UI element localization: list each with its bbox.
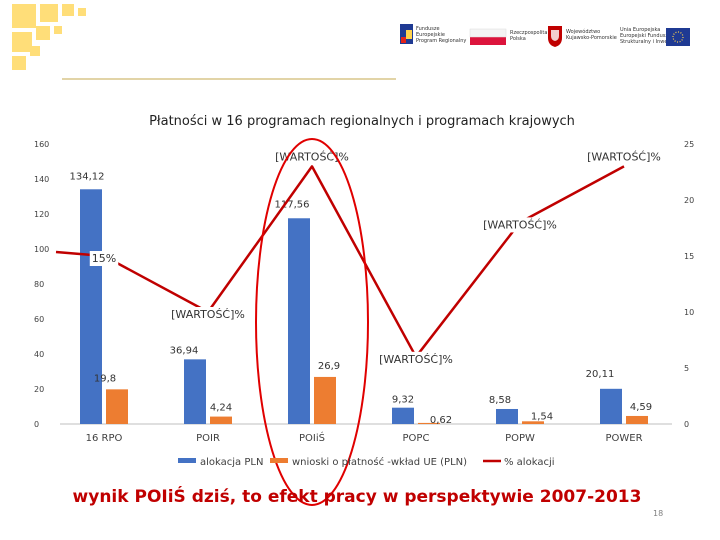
left-tick-label: 100 (34, 245, 49, 254)
logo-band: Fundusze Europejskie Program Regionalny … (12, 4, 690, 80)
legend-swatch-alokacja (178, 458, 196, 463)
poiis-highlight-ellipse (255, 138, 369, 506)
left-tick-label: 40 (34, 350, 44, 359)
fundusze-logo-line3: Program Regionalny (416, 38, 466, 44)
fundusze-europejskie-logo: Fundusze Europejskie Program Regionalny (400, 24, 466, 44)
rp-logo-line1: Rzeczpospolita (510, 30, 547, 36)
ue-logo-line1: Unia Europejska (620, 27, 660, 33)
percent-label-background (169, 307, 247, 322)
legend-label-wnioski: wnioski o płatność -wkład UE (PLN) (292, 456, 467, 468)
data-label-wnioski: 26,9 (318, 361, 340, 372)
left-tick-label: 60 (34, 315, 44, 324)
bar-alokacja (392, 407, 414, 424)
legend-label-alokacja: alokacja PLN (200, 457, 263, 468)
bar-alokacja (80, 189, 102, 424)
data-label-alokacja: 134,12 (70, 171, 105, 182)
legend-label-percent: % alokacji (504, 457, 555, 468)
bar-alokacja (600, 388, 622, 424)
data-label-wnioski: 0,62 (430, 415, 452, 426)
bar-wnioski (418, 422, 440, 424)
left-axis-ticks: 0 20 40 60 80 100 120 140 160 (34, 140, 49, 429)
rzeczpospolita-polska-logo: Rzeczpospolita Polska (469, 28, 547, 45)
bar-wnioski (522, 421, 544, 424)
data-label-alokacja: 8,58 (489, 395, 511, 406)
right-tick-label: 5 (684, 364, 689, 373)
bar-alokacja (288, 218, 310, 424)
percent-line (55, 165, 625, 359)
right-tick-label: 10 (684, 308, 694, 317)
wojewodztwo-logo-line1: Województwo (566, 28, 600, 35)
left-tick-label: 120 (34, 210, 49, 219)
percent-label-background (481, 217, 559, 233)
right-axis-ticks: 0 5 10 15 20 25 (684, 140, 694, 429)
percent-data-label: [WARTOŚĆ]% (483, 218, 557, 231)
legend-swatch-wnioski (270, 458, 288, 463)
right-tick-label: 20 (684, 196, 694, 205)
bar-alokacja (184, 359, 206, 424)
category-label: POIR (196, 433, 220, 444)
right-tick-label: 15 (684, 252, 694, 261)
left-tick-label: 0 (34, 420, 39, 429)
right-tick-label: 25 (684, 140, 694, 149)
left-tick-label: 80 (34, 280, 44, 289)
right-tick-label: 0 (684, 420, 689, 429)
percent-label-background (89, 251, 119, 266)
bar-wnioski (314, 376, 336, 424)
unia-europejska-logo: Unia Europejska Europejski Fundusz Struk… (620, 27, 690, 46)
ue-logo-line3: Strukturalny i Inwestycyjny (620, 39, 688, 45)
percent-data-label: [WARTOŚĆ]% (587, 150, 661, 163)
bar-labels: 134,12 19,8 36,94 4,24 117,56 26,9 9,32 0,62 8,5… (70, 171, 653, 426)
category-label: 16 RPO (86, 433, 123, 444)
category-label: POIiŚ (299, 431, 325, 444)
percent-data-label: [WARTOŚĆ]% (171, 308, 245, 321)
bars (80, 189, 648, 424)
left-tick-label: 140 (34, 175, 49, 184)
data-label-alokacja: 36,94 (170, 345, 199, 356)
fundusze-logo-line2: Europejskie (416, 32, 445, 38)
data-label-wnioski: 4,24 (210, 403, 232, 414)
percent-data-label: 15% (92, 252, 116, 265)
left-tick-label: 160 (34, 140, 49, 149)
percent-label-background (585, 149, 663, 165)
category-label: POWER (605, 433, 642, 444)
percent-label-background (377, 351, 455, 367)
bar-alokacja (496, 408, 518, 424)
rp-logo-line2: Polska (510, 36, 526, 42)
category-label: POPC (403, 433, 430, 444)
ue-logo-line2: Europejski Fundusz (620, 33, 668, 39)
footer-annotation: wynik POIiŚ dziś, to efekt pracy w persp… (73, 485, 642, 507)
data-label-alokacja: 117,56 (275, 199, 310, 210)
chart-title: Płatności w 16 programach regionalnych i… (149, 114, 575, 129)
left-tick-label: 20 (34, 385, 44, 394)
bar-wnioski (626, 415, 648, 424)
data-label-wnioski: 1,54 (531, 411, 553, 422)
legend: alokacja PLN wnioski o płatność -wkład U… (178, 456, 555, 468)
data-label-wnioski: 19,8 (94, 373, 116, 384)
page-number: 18 (653, 509, 663, 518)
bar-wnioski (106, 389, 128, 424)
category-labels: 16 RPO POIR POIiŚ POPC POPW POWER (86, 431, 643, 444)
data-label-alokacja: 20,11 (586, 369, 615, 380)
percent-label-background (273, 149, 351, 165)
yellow-squares-decoration (12, 4, 86, 70)
category-label: POPW (505, 433, 535, 444)
percent-line-series: 15% [WARTOŚĆ]% [WARTOŚĆ]% [WARTOŚĆ]% [WARTOŚ… (55, 149, 663, 367)
percent-data-label: [WARTOŚĆ]% (379, 353, 453, 366)
wojewodztwo-logo-line2: Kujawsko-Pomorskie (566, 35, 617, 41)
fundusze-logo-line1: Fundusze (416, 26, 440, 32)
data-label-wnioski: 4,59 (630, 402, 652, 413)
wojewodztwo-logo: Województwo Kujawsko-Pomorskie (548, 26, 617, 47)
percent-data-label: [WARTOŚĆ]% (275, 150, 349, 163)
data-label-alokacja: 9,32 (392, 395, 414, 406)
bar-wnioski (210, 416, 232, 424)
